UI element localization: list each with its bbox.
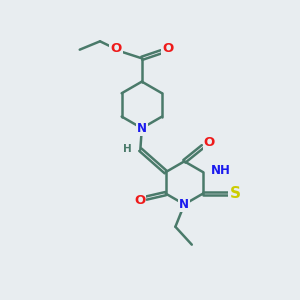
Text: O: O bbox=[162, 42, 173, 55]
Text: O: O bbox=[110, 42, 122, 55]
Text: NH: NH bbox=[211, 164, 231, 177]
Text: S: S bbox=[230, 186, 240, 201]
Text: N: N bbox=[137, 122, 147, 135]
Text: H: H bbox=[123, 144, 132, 154]
Text: N: N bbox=[179, 198, 189, 211]
Text: O: O bbox=[134, 194, 146, 207]
Text: O: O bbox=[204, 136, 215, 149]
